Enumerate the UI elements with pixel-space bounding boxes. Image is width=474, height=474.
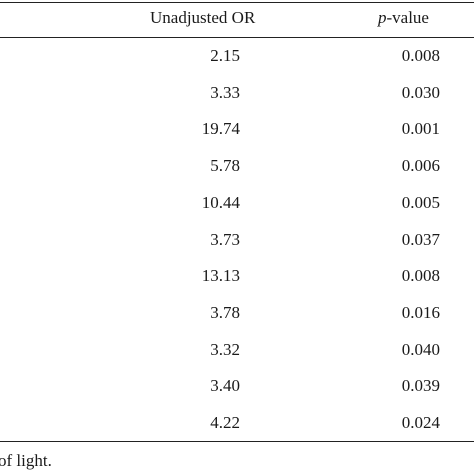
odds-ratio: 3.78: [210, 302, 240, 322]
odds-ratio: 3.40: [210, 376, 240, 396]
header-p-rest: -value: [386, 8, 429, 27]
p-value: 0.024: [401, 413, 440, 432]
odds-ratio: 13.13: [201, 266, 240, 286]
p-value: 0.005: [401, 192, 440, 212]
odds-ratio: 10.44: [201, 192, 240, 212]
odds-ratio: 4.22: [210, 413, 240, 432]
header-rule: [0, 37, 474, 38]
odds-ratio: 19.74: [201, 119, 240, 139]
odds-ratio: 3.33: [210, 82, 240, 102]
p-value: 0.037: [401, 229, 440, 249]
odds-ratio: 5.78: [210, 156, 240, 176]
p-value: 0.040: [401, 339, 440, 359]
odds-ratio: 3.73: [210, 229, 240, 249]
p-value: 0.039: [401, 376, 440, 396]
p-value: 0.016: [401, 302, 440, 322]
footnote: of light.: [0, 451, 52, 470]
odds-ratio: 2.15: [210, 46, 240, 65]
header-or: Unadjusted OR: [150, 8, 256, 27]
bottom-rule: [0, 441, 474, 442]
p-value: 0.001: [401, 119, 440, 139]
p-value: 0.030: [401, 82, 440, 102]
header-p-value: p-value: [378, 8, 429, 28]
top-rule: [0, 2, 474, 3]
odds-ratio: 3.32: [210, 339, 240, 359]
header-p-italic: p: [378, 8, 387, 27]
p-value: 0.008: [401, 46, 440, 65]
p-value: 0.008: [401, 266, 440, 286]
p-value: 0.006: [401, 156, 440, 176]
